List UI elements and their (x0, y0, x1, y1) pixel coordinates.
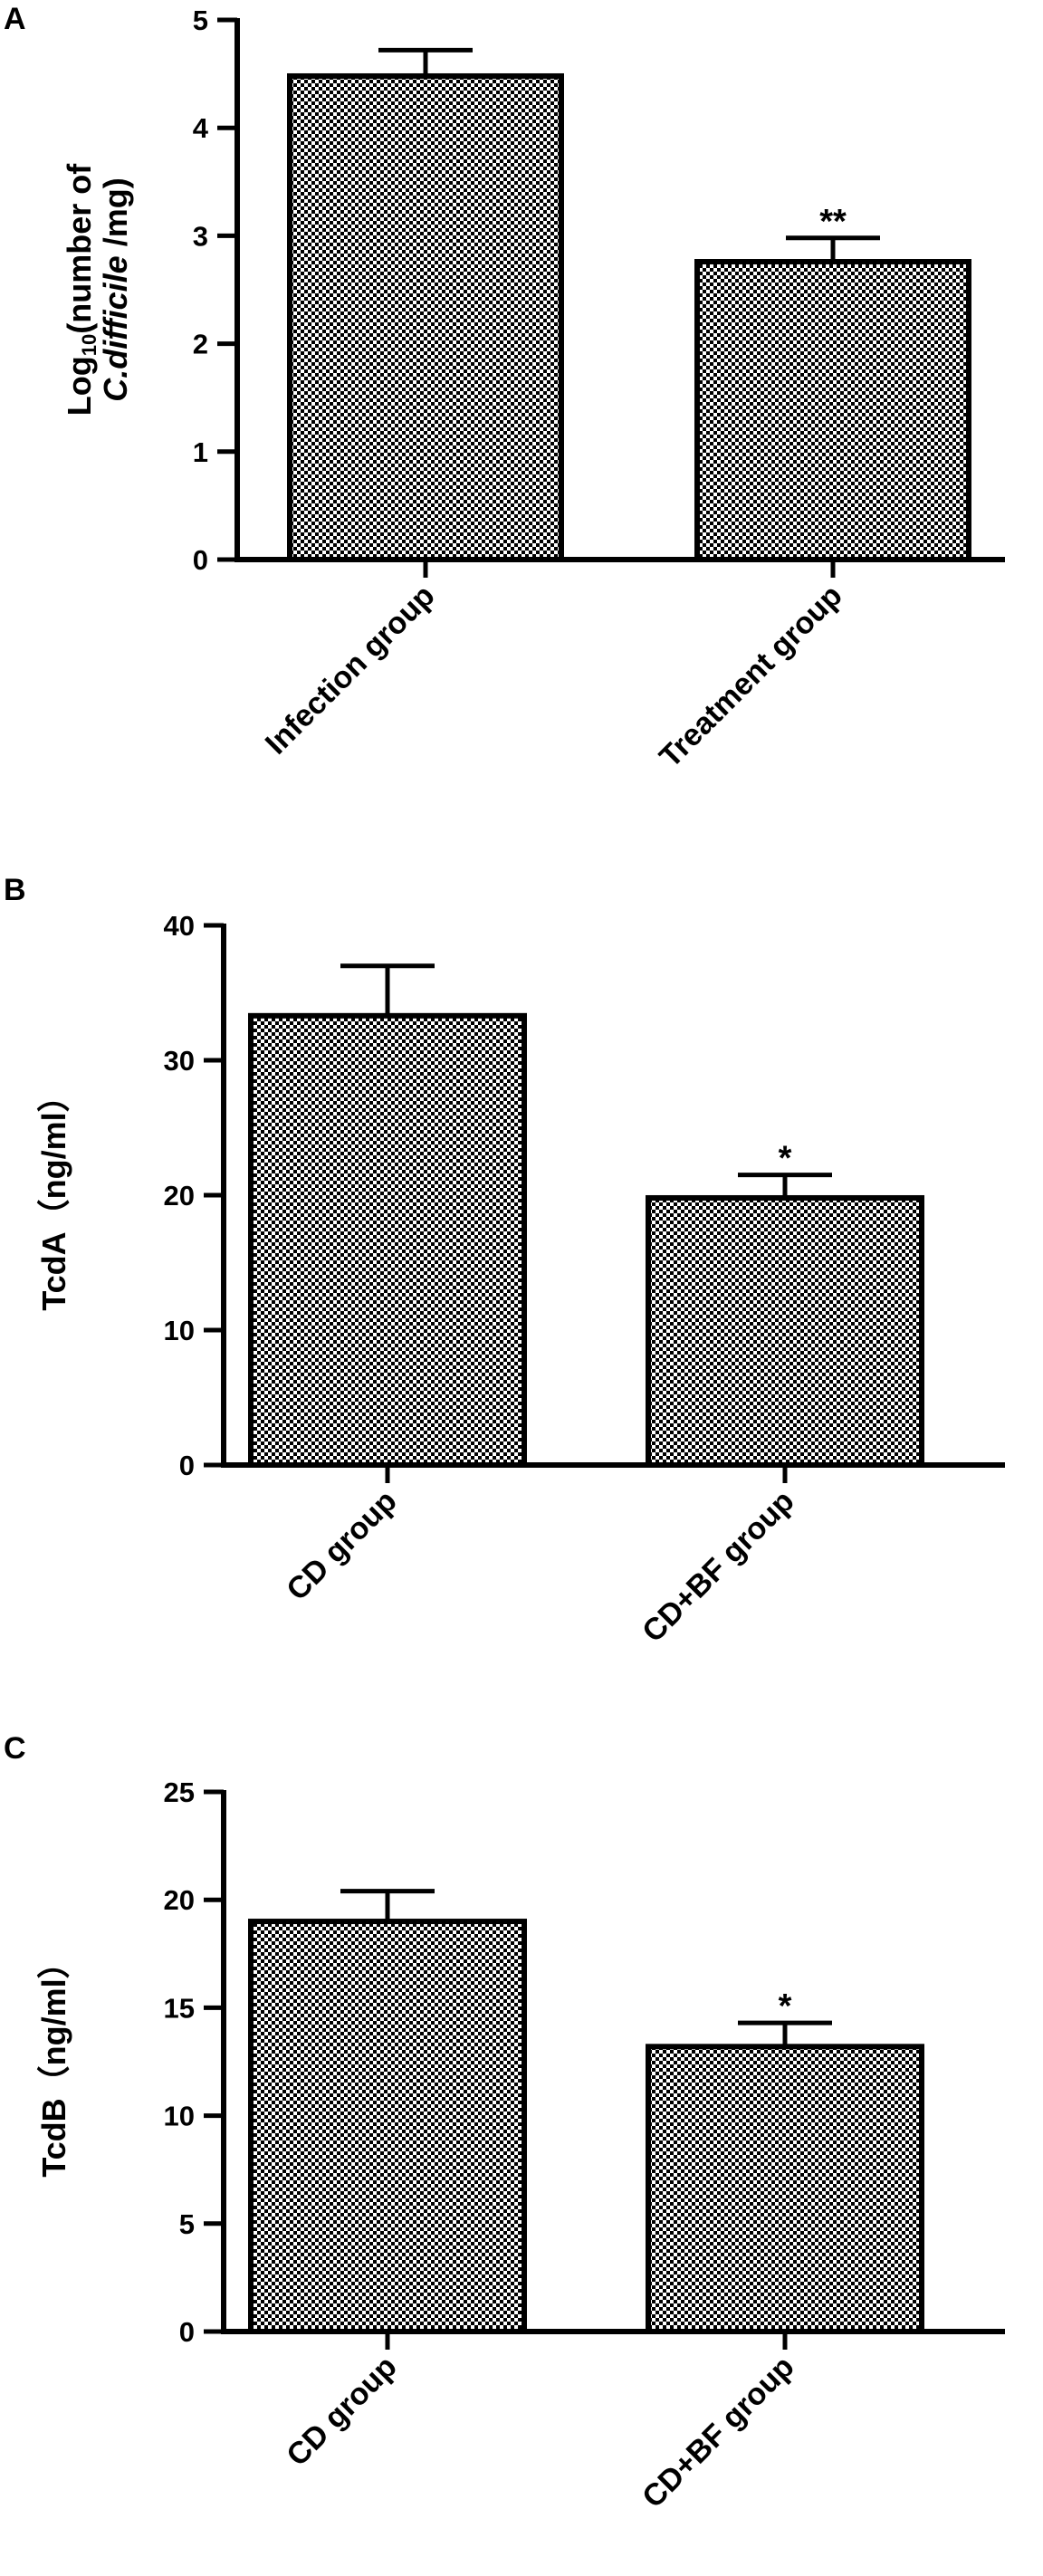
significance-marker: ** (819, 203, 847, 241)
chart-panel-b: B 0 10 20 30 40 CD group CD+BF group * TcdA（ng/m… (0, 869, 1043, 1720)
bar-2 (694, 259, 971, 562)
bar-chart-b: 0 10 20 30 40 CD group CD+BF group * TcdA（ng/ml） (35, 910, 1005, 1649)
category-label: Treatment group (653, 579, 849, 775)
bar-1 (287, 72, 564, 562)
significance-marker: * (779, 1140, 792, 1178)
y-tick-label: 0 (179, 1450, 195, 1481)
chart-panel-c: C 0 5 10 15 20 25 CD group CD+BF group * TcdB（ng/… (0, 1720, 1043, 2576)
y-axis-title-line-2: C.difficile /mg) (97, 177, 134, 401)
y-tick-label: 4 (193, 112, 209, 144)
category-label: CD group (280, 1484, 403, 1607)
y-tick-label: 5 (179, 2208, 195, 2240)
y-axis-title: TcdB（ng/ml） (35, 1946, 72, 2177)
y-tick-label: 2 (193, 329, 208, 360)
y-axis-title: TcdA（ng/ml） (35, 1079, 72, 1310)
bar-chart-c: 0 5 10 15 20 25 CD group CD+BF group * TcdB（ng/ml… (35, 1776, 1005, 2514)
panel-label-a: A (4, 2, 26, 36)
y-tick-label: 20 (164, 1180, 195, 1211)
y-tick-label: 5 (193, 5, 208, 36)
y-tick-label: 0 (193, 544, 208, 576)
bar-chart-a: 0 1 2 3 4 5 Infection group Treatment group ** Lo… (61, 5, 1005, 775)
y-tick-label: 0 (179, 2316, 195, 2348)
y-tick-label: 3 (193, 220, 208, 252)
y-axis-title-line-1: Log10(number of (61, 163, 100, 416)
bar-2 (646, 1194, 924, 1468)
bar-1 (248, 1919, 527, 2334)
panel-label-b: B (4, 873, 26, 907)
y-tick-label: 40 (164, 910, 195, 942)
bar-1 (248, 1012, 527, 1469)
y-tick-label: 15 (164, 1992, 195, 2024)
category-label: CD group (280, 2350, 403, 2473)
panel-label-c: C (4, 1731, 26, 1766)
y-tick-label: 1 (193, 436, 208, 468)
category-label: CD+BF group (636, 1484, 800, 1649)
category-label: CD+BF group (636, 2350, 800, 2514)
y-tick-label: 10 (164, 1315, 195, 1346)
y-tick-label: 10 (164, 2101, 195, 2132)
category-label: Infection group (259, 579, 442, 761)
bar-2 (646, 2044, 924, 2334)
chart-panel-a: A 0 1 2 3 4 5 Infection group Treatment group **… (0, 0, 1043, 869)
significance-marker: * (779, 1987, 792, 2025)
y-tick-label: 30 (164, 1045, 195, 1077)
y-tick-label: 20 (164, 1884, 195, 1916)
y-tick-label: 25 (164, 1776, 195, 1808)
